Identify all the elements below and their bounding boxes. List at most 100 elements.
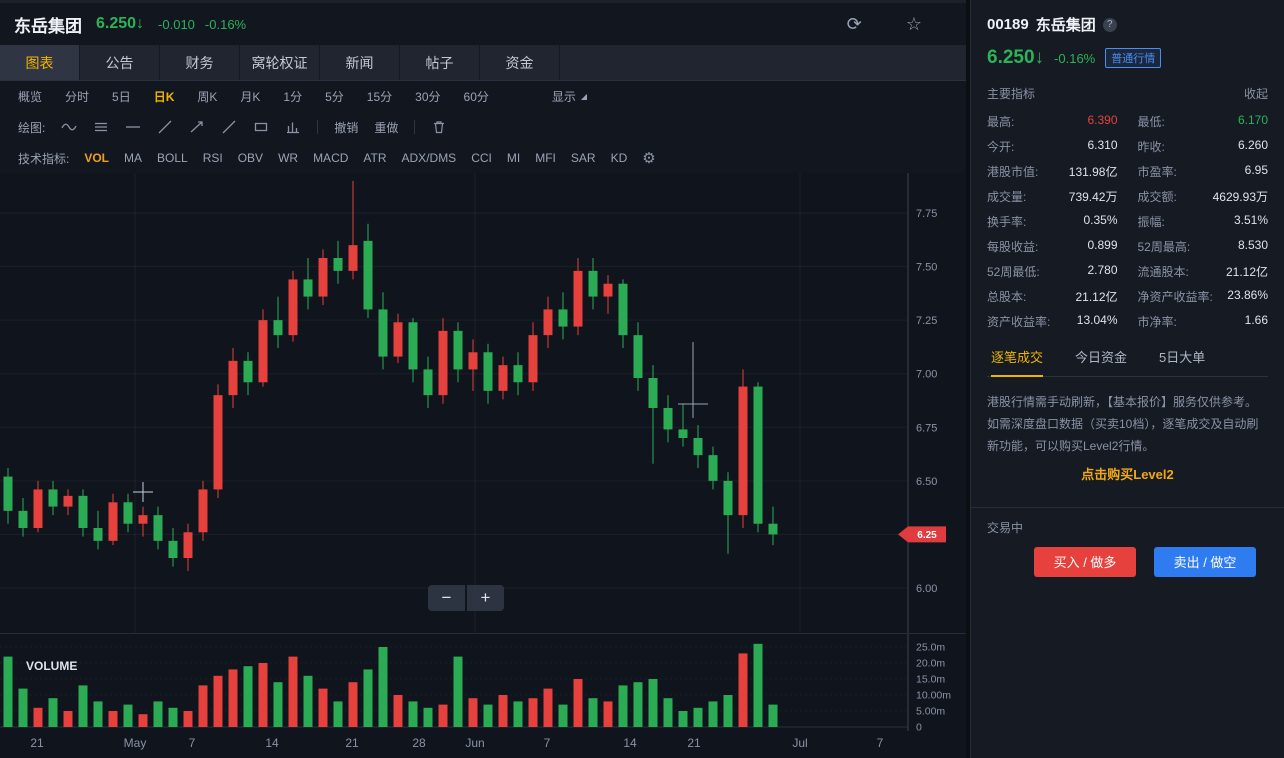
ray-line-icon[interactable] bbox=[189, 119, 205, 135]
stat-pair: 52周最高: 8.530 bbox=[1138, 238, 1269, 255]
undo-button[interactable]: 撤销 bbox=[334, 120, 359, 135]
indicator-item[interactable]: ATR bbox=[363, 151, 387, 165]
zoom-controls: − + bbox=[428, 585, 504, 611]
header-price: 6.250↓ bbox=[96, 15, 145, 32]
sell-button[interactable]: 卖出 / 做空 bbox=[1154, 546, 1256, 577]
indicator-item[interactable]: SAR bbox=[570, 151, 596, 165]
stat-pair: 换手率: 0.35% bbox=[987, 213, 1118, 230]
main-tab[interactable]: 帖子 bbox=[400, 45, 480, 80]
buy-button[interactable]: 买入 / 做多 bbox=[1034, 546, 1136, 577]
multi-line-icon[interactable] bbox=[93, 119, 109, 135]
horizontal-line-icon[interactable] bbox=[125, 119, 141, 135]
quote-type-badge: 普通行情 bbox=[1105, 48, 1162, 68]
timeframe-item[interactable]: 1分 bbox=[283, 89, 303, 104]
timeframe-item[interactable]: 5分 bbox=[325, 89, 344, 104]
stat-label: 成交量: bbox=[987, 190, 1027, 204]
timeframe-item[interactable]: 概览 bbox=[18, 89, 43, 104]
zoom-out-button[interactable]: − bbox=[428, 585, 465, 611]
quote-tab[interactable]: 5日大单 bbox=[1159, 350, 1206, 365]
time-axis: 21 May 7 14 21 28 Jun 7 14 21 Jul 7 bbox=[0, 731, 966, 758]
indicator-item[interactable]: RSI bbox=[202, 151, 223, 165]
stat-pair: 总股本: 21.12亿 bbox=[987, 288, 1118, 305]
collapse-button[interactable]: 收起 bbox=[1243, 87, 1268, 101]
volume-chart[interactable]: 25.0m 20.0m 15.0m 10.00m 5.00m 0 VOLUME bbox=[0, 634, 966, 732]
wave-line-icon[interactable] bbox=[61, 119, 77, 135]
indicator-item[interactable]: BOLL bbox=[157, 151, 188, 165]
indicator-item[interactable]: KD bbox=[610, 151, 628, 165]
quote-price: 6.250↓ bbox=[987, 47, 1045, 68]
svg-text:6.00: 6.00 bbox=[916, 583, 937, 595]
svg-text:7.25: 7.25 bbox=[916, 315, 937, 327]
stat-label: 市净率: bbox=[1137, 315, 1177, 329]
stat-pair: 振幅: 3.51% bbox=[1138, 213, 1269, 230]
trend-line-icon[interactable] bbox=[157, 119, 173, 135]
stat-label: 换手率: bbox=[987, 215, 1027, 229]
quote-price-row: 6.250↓ -0.16% 普通行情 bbox=[987, 47, 1268, 69]
main-tab[interactable]: 资金 bbox=[480, 45, 560, 80]
quote-tab[interactable]: 逐笔成交 bbox=[991, 347, 1044, 377]
timeframe-items: 概览 分时 5日 日K 周K 月K 1分 5分 15分 30分 60分 bbox=[18, 88, 512, 105]
timeframe-item[interactable]: 15分 bbox=[366, 89, 393, 104]
indicator-item[interactable]: WR bbox=[278, 151, 299, 165]
svg-text:6.25: 6.25 bbox=[917, 530, 937, 541]
main-tab[interactable]: 财务 bbox=[160, 45, 240, 80]
indicator-settings-gear-icon[interactable]: ⚙ bbox=[642, 150, 656, 167]
quote-tab[interactable]: 今日资金 bbox=[1075, 350, 1128, 365]
stat-value: 21.12亿 bbox=[1225, 265, 1268, 279]
stat-value: 739.42万 bbox=[1068, 190, 1118, 204]
segment-line-icon[interactable] bbox=[221, 119, 237, 135]
x-axis-label: 7 bbox=[876, 736, 884, 750]
x-axis-label: 14 bbox=[623, 736, 637, 750]
panel-gap bbox=[966, 0, 970, 758]
indicator-item[interactable]: VOL bbox=[84, 151, 110, 165]
stat-pair: 市净率: 1.66 bbox=[1138, 313, 1269, 330]
stat-value: 13.04% bbox=[1076, 313, 1118, 327]
stat-pair: 港股市值: 131.98亿 bbox=[987, 163, 1118, 180]
indicator-item[interactable]: OBV bbox=[237, 151, 264, 165]
refresh-icon[interactable]: ⟳ bbox=[846, 13, 862, 34]
indicator-item[interactable]: MFI bbox=[535, 151, 556, 165]
indicator-item[interactable]: CCI bbox=[471, 151, 492, 165]
display-settings-label: 显示 bbox=[551, 89, 576, 104]
stat-label: 最高: bbox=[987, 115, 1015, 129]
main-tab[interactable]: 公告 bbox=[80, 45, 160, 80]
main-tab[interactable]: 图表 bbox=[0, 45, 80, 80]
main-tab[interactable]: 新闻 bbox=[320, 45, 400, 80]
svg-text:6.75: 6.75 bbox=[916, 422, 937, 434]
timeframe-item[interactable]: 60分 bbox=[463, 89, 489, 104]
stock-name: 东岳集团 bbox=[1035, 17, 1096, 34]
timeframe-item[interactable]: 分时 bbox=[65, 89, 90, 104]
timeframe-item[interactable]: 5日 bbox=[112, 89, 131, 104]
quote-panel-body: 00189 东岳集团 ? 6.250↓ -0.16% 普通行情 主要指标 收起 … bbox=[971, 0, 1284, 483]
main-tab[interactable]: 窝轮权证 bbox=[240, 45, 320, 80]
zoom-in-button[interactable]: + bbox=[467, 585, 504, 611]
key-metrics-title: 主要指标 bbox=[987, 87, 1036, 101]
timeframe-item[interactable]: 月K bbox=[240, 89, 261, 104]
x-axis-label: 21 bbox=[345, 736, 359, 750]
candlestick-chart[interactable]: 7.75 7.50 7.25 7.00 6.75 6.50 6.00 6.25 bbox=[0, 173, 966, 633]
timeframe-item[interactable]: 日K bbox=[153, 89, 175, 104]
indicator-item[interactable]: MA bbox=[124, 151, 143, 165]
bars-icon[interactable] bbox=[285, 119, 301, 135]
redo-button[interactable]: 重做 bbox=[374, 120, 399, 135]
buy-level2-link[interactable]: 点击购买Level2 bbox=[1081, 466, 1174, 482]
candlestick-chart-area: 7.75 7.50 7.25 7.00 6.75 6.50 6.00 6.25 − + bbox=[0, 173, 966, 633]
trash-icon[interactable] bbox=[431, 119, 447, 135]
stat-label: 总股本: bbox=[987, 290, 1027, 304]
display-settings-button[interactable]: 显示 ◢ bbox=[552, 88, 587, 105]
timeframe-item[interactable]: 30分 bbox=[415, 89, 441, 104]
favorite-star-icon[interactable]: ☆ bbox=[905, 13, 922, 34]
stat-label: 52周最低: bbox=[987, 265, 1040, 279]
draw-toolbar: 绘图: 撤销 重做 bbox=[0, 111, 966, 143]
stat-pair: 净资产收益率: 23.86% bbox=[1138, 288, 1269, 305]
rectangle-icon[interactable] bbox=[253, 119, 269, 135]
indicator-item[interactable]: ADX/DMS bbox=[401, 151, 457, 165]
timeframe-item[interactable]: 周K bbox=[197, 89, 218, 104]
info-icon[interactable]: ? bbox=[1102, 17, 1117, 32]
stat-value: 131.98亿 bbox=[1068, 165, 1118, 179]
svg-text:VOLUME: VOLUME bbox=[26, 659, 77, 673]
stat-label: 52周最高: bbox=[1137, 240, 1191, 254]
indicator-item[interactable]: MACD bbox=[313, 151, 349, 165]
indicator-item[interactable]: MI bbox=[506, 151, 521, 165]
